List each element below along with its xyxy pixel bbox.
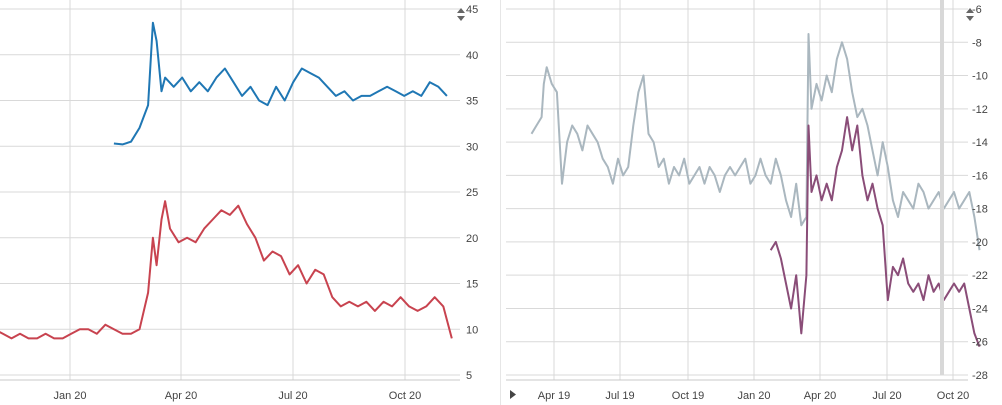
right-x-tick-label: Jan 20 [737, 390, 770, 402]
right-y-tick-label: -20 [972, 237, 988, 249]
left-y-tick-label: 25 [466, 187, 478, 199]
left-x-tick-label: Jan 20 [53, 390, 86, 402]
left-series-group [0, 21, 453, 340]
vertical-cursor-line [940, 0, 944, 375]
right-x-tick-label: Jul 19 [605, 390, 634, 402]
left-y-tick-label: 5 [466, 370, 472, 382]
left-grid [0, 0, 460, 381]
right-line-chart: -6 -8 -10 -12 -14 -16 -18 -20 -22 -24 -26 -28 Apr 1… [506, 0, 988, 402]
right-y-tick-label: -16 [972, 170, 988, 182]
left-x-axis: Jan 20 Apr 20 Jul 20 Oct 20 [53, 390, 421, 402]
right-series-line-1 [530, 33, 981, 251]
left-y-tick-label: 45 [466, 4, 478, 16]
right-y-tick-label: -26 [972, 337, 988, 349]
panel-divider [500, 0, 501, 405]
left-y-tick-label: 40 [466, 50, 478, 62]
right-series-line-2 [769, 116, 981, 348]
right-x-tick-label: Jul 20 [872, 390, 901, 402]
right-y-tick-label: -10 [972, 71, 988, 83]
left-y-tick-label: 15 [466, 279, 478, 291]
right-x-axis: Apr 19 Jul 19 Oct 19 Jan 20 Apr 20 Jul 20 Oct … [538, 390, 969, 402]
right-y-tick-label: -28 [972, 370, 988, 382]
left-line-chart: 5 10 15 20 25 30 35 40 45 Jan 20 Apr 20 Jul 20 Oct … [0, 0, 478, 402]
left-x-tick-label: Jul 20 [278, 390, 307, 402]
left-y-tick-label: 35 [466, 96, 478, 108]
left-y-tick-label: 20 [466, 233, 478, 245]
right-y-axis: -6 -8 -10 -12 -14 -16 -18 -20 -22 -24 -26 -28 [972, 4, 988, 382]
right-x-tick-label: Apr 20 [804, 390, 836, 402]
left-x-tick-label: Apr 20 [165, 390, 197, 402]
right-x-tick-label: Oct 20 [937, 390, 969, 402]
right-y-tick-label: -6 [972, 4, 982, 16]
right-y-tick-label: -24 [972, 303, 988, 315]
sort-arrows-icon[interactable] [457, 8, 465, 21]
left-y-tick-label: 30 [466, 141, 478, 153]
left-y-tick-label: 10 [466, 324, 478, 336]
left-y-axis: 5 10 15 20 25 30 35 40 45 [466, 4, 478, 382]
right-y-tick-label: -8 [972, 37, 982, 49]
triangle-right-icon[interactable] [510, 390, 516, 399]
left-series-line-1 [113, 21, 448, 146]
left-series-line-2 [0, 200, 453, 340]
right-y-tick-label: -12 [972, 104, 988, 116]
right-y-tick-label: -22 [972, 270, 988, 282]
right-grid [506, 0, 968, 381]
right-y-tick-label: -18 [972, 204, 988, 216]
right-x-tick-label: Oct 19 [672, 390, 704, 402]
right-series-group [530, 33, 981, 348]
left-x-tick-label: Oct 20 [389, 390, 421, 402]
right-x-tick-label: Apr 19 [538, 390, 570, 402]
sort-arrows-icon[interactable] [966, 8, 974, 21]
right-y-tick-label: -14 [972, 137, 988, 149]
